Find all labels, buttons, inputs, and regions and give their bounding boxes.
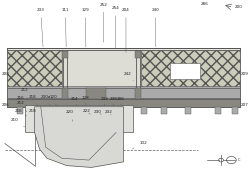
Text: 206: 206 <box>117 97 125 106</box>
Text: 230: 230 <box>94 110 102 114</box>
Bar <box>134 88 141 99</box>
Text: 220: 220 <box>65 110 73 121</box>
Bar <box>62 107 68 114</box>
Text: 210: 210 <box>11 118 25 127</box>
Text: 252: 252 <box>99 3 107 42</box>
Text: 232: 232 <box>105 110 112 115</box>
Bar <box>86 107 92 114</box>
Text: 233: 233 <box>37 8 45 47</box>
Text: 232: 232 <box>100 97 108 106</box>
Text: 222: 222 <box>82 109 90 114</box>
Text: 212: 212 <box>17 101 27 112</box>
Bar <box>124 107 130 114</box>
Text: 102: 102 <box>132 141 147 149</box>
Text: 212: 212 <box>21 88 28 100</box>
Text: 254: 254 <box>112 6 120 49</box>
Text: 214: 214 <box>71 97 79 106</box>
Text: C: C <box>238 158 240 162</box>
Bar <box>8 98 239 107</box>
Text: 242: 242 <box>123 72 133 81</box>
Text: 204: 204 <box>122 8 130 52</box>
Text: 209: 209 <box>241 72 249 76</box>
Bar <box>134 51 141 58</box>
Text: 129: 129 <box>81 8 89 47</box>
Bar <box>160 107 167 114</box>
Text: 207: 207 <box>241 103 249 107</box>
Text: 120: 120 <box>49 95 57 106</box>
Bar <box>170 63 200 79</box>
Text: 218: 218 <box>28 95 38 106</box>
Bar <box>215 107 221 114</box>
Text: 218: 218 <box>28 109 36 113</box>
Bar <box>86 88 106 99</box>
Text: 208: 208 <box>1 72 9 76</box>
Bar <box>17 107 24 114</box>
Bar <box>8 48 239 107</box>
Text: 230a: 230a <box>40 95 51 106</box>
Polygon shape <box>34 107 124 167</box>
Text: 200: 200 <box>234 5 242 9</box>
Text: 216: 216 <box>17 95 27 106</box>
Bar <box>62 50 141 88</box>
Bar <box>185 107 192 114</box>
Bar <box>8 86 239 99</box>
Bar <box>25 105 133 132</box>
Bar <box>8 50 62 88</box>
Bar <box>232 107 238 114</box>
Bar <box>141 107 147 114</box>
Text: 111: 111 <box>62 8 69 47</box>
Text: 216: 216 <box>15 109 27 116</box>
Bar <box>62 51 68 58</box>
Text: 206: 206 <box>1 103 9 107</box>
Text: 286: 286 <box>201 2 209 6</box>
Text: 128: 128 <box>82 96 90 105</box>
Text: 240: 240 <box>152 8 160 47</box>
Bar <box>141 50 240 88</box>
Text: 238: 238 <box>110 97 118 106</box>
Bar <box>44 107 51 114</box>
Bar <box>62 88 68 99</box>
